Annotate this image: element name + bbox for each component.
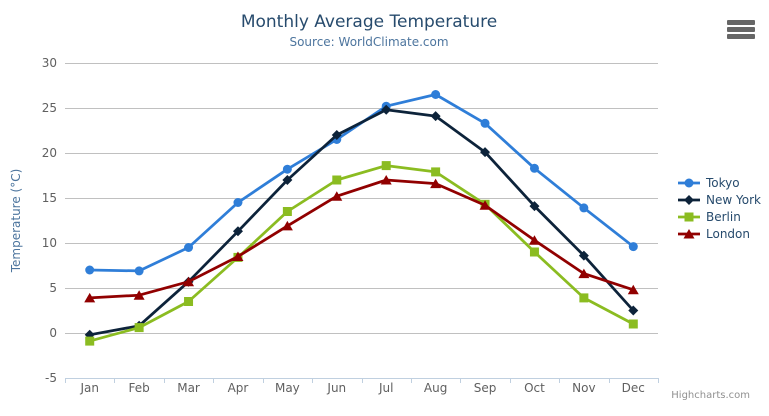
diamond-legend-marker-icon: [678, 195, 700, 205]
data-point-marker[interactable]: [184, 297, 194, 306]
x-tick-label-dec: Dec: [622, 381, 645, 395]
y-tick-label: 20: [42, 146, 57, 160]
x-tick-label-nov: Nov: [572, 381, 595, 395]
data-point-marker[interactable]: [430, 111, 441, 122]
data-point-marker[interactable]: [232, 226, 243, 237]
data-point-marker[interactable]: [578, 250, 589, 261]
data-point-marker[interactable]: [529, 201, 540, 212]
legend-item-london[interactable]: London: [677, 226, 761, 242]
y-tick-label: 5: [49, 281, 57, 295]
x-tick-label-jan: Jan: [79, 381, 99, 395]
data-point-marker[interactable]: [85, 336, 95, 346]
data-point-marker[interactable]: [282, 207, 292, 216]
hamburger-menu-icon: [727, 20, 755, 25]
data-point-marker[interactable]: [133, 290, 145, 300]
data-point-marker[interactable]: [431, 167, 441, 177]
series-line-london: [88, 178, 635, 300]
x-tick-label-sep: Sep: [474, 381, 497, 395]
x-tick-label-aug: Aug: [424, 381, 447, 395]
credits-link[interactable]: Highcharts.com: [671, 390, 750, 401]
data-point-marker[interactable]: [380, 175, 392, 185]
data-point-marker[interactable]: [579, 293, 589, 303]
x-tick-label-jun: Jun: [326, 381, 346, 395]
data-point-marker[interactable]: [184, 243, 194, 252]
data-point-marker[interactable]: [84, 292, 96, 303]
data-point-marker[interactable]: [628, 305, 639, 316]
triangle-legend-marker-icon: [678, 229, 700, 239]
data-point-marker[interactable]: [480, 118, 490, 128]
data-point-marker[interactable]: [331, 130, 342, 140]
data-point-marker[interactable]: [134, 266, 144, 276]
x-tick-label-oct: Oct: [524, 381, 545, 395]
x-tick-label-feb: Feb: [129, 381, 150, 395]
data-point-marker[interactable]: [578, 268, 590, 279]
legend-label: London: [706, 227, 750, 241]
data-point-marker: [684, 212, 694, 222]
legend-label: Berlin: [706, 210, 741, 224]
data-point-marker[interactable]: [529, 163, 539, 173]
data-point-marker[interactable]: [628, 242, 638, 252]
data-point-marker[interactable]: [431, 90, 441, 99]
chart-title: Monthly Average Temperature: [240, 12, 498, 32]
data-point-marker: [684, 195, 694, 205]
data-point-marker[interactable]: [381, 104, 392, 115]
y-tick-label: 30: [42, 56, 57, 70]
chart-subtitle: Source: WorldClimate.com: [289, 35, 449, 49]
y-tick-label: 10: [42, 236, 57, 250]
y-axis-title: Temperature (°C): [9, 169, 23, 274]
data-point-marker: [683, 229, 695, 239]
x-tick-label-may: May: [275, 381, 300, 395]
series-line-new-york: [88, 108, 635, 337]
y-tick-label: 25: [42, 101, 57, 115]
x-tick-label-jul: Jul: [378, 381, 393, 395]
data-point-marker[interactable]: [85, 265, 95, 275]
y-tick-label: 15: [42, 191, 57, 205]
legend-item-new-york[interactable]: New York: [677, 192, 761, 208]
data-point-marker[interactable]: [627, 284, 639, 295]
data-point-marker[interactable]: [282, 175, 293, 185]
hamburger-menu-icon: [727, 34, 755, 39]
legend-label: New York: [706, 193, 761, 207]
y-tick-label: -5: [45, 371, 57, 385]
data-point-marker[interactable]: [282, 164, 292, 174]
data-point-marker[interactable]: [579, 203, 589, 213]
data-point-marker[interactable]: [183, 276, 195, 287]
data-point-marker[interactable]: [232, 251, 244, 262]
legend-item-tokyo[interactable]: Tokyo: [677, 175, 761, 191]
legend-label: Tokyo: [706, 176, 740, 190]
legend-item-berlin[interactable]: Berlin: [677, 209, 761, 225]
series-tokyo[interactable]: [85, 90, 638, 276]
hamburger-menu-icon: [727, 27, 755, 32]
circle-legend-marker-icon: [678, 178, 700, 188]
legend: Tokyo New York Berlin London: [677, 175, 761, 243]
data-point-marker[interactable]: [430, 178, 442, 189]
data-point-marker[interactable]: [233, 198, 243, 207]
series-london[interactable]: [84, 175, 639, 303]
data-point-marker[interactable]: [529, 247, 539, 257]
x-tick-label-mar: Mar: [177, 381, 200, 395]
x-tick-label-apr: Apr: [228, 381, 249, 395]
data-point-marker[interactable]: [628, 319, 638, 329]
series-berlin[interactable]: [85, 161, 638, 346]
y-tick-label: 0: [49, 326, 57, 340]
data-point-marker[interactable]: [332, 175, 342, 185]
data-point-marker[interactable]: [281, 220, 293, 231]
series-line-berlin: [88, 164, 635, 343]
export-menu-button[interactable]: [727, 20, 755, 39]
data-point-marker: [684, 178, 694, 188]
data-point-marker[interactable]: [331, 191, 343, 201]
data-point-marker[interactable]: [528, 235, 540, 245]
square-legend-marker-icon: [678, 212, 700, 222]
data-point-marker[interactable]: [479, 200, 491, 210]
series-new-york[interactable]: [84, 104, 639, 340]
data-point-marker[interactable]: [134, 323, 144, 333]
data-point-marker[interactable]: [480, 147, 491, 158]
data-point-marker[interactable]: [381, 161, 391, 171]
